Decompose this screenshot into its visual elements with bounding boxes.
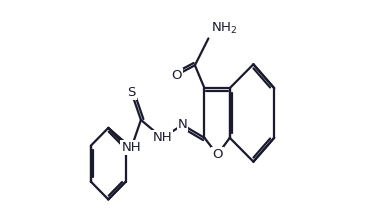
Text: NH: NH [122,141,141,154]
Text: NH: NH [152,131,172,144]
Text: S: S [127,86,135,99]
Text: O: O [171,69,182,82]
Text: O: O [212,148,223,161]
Text: N: N [178,118,187,131]
Text: NH$_2$: NH$_2$ [211,21,237,36]
